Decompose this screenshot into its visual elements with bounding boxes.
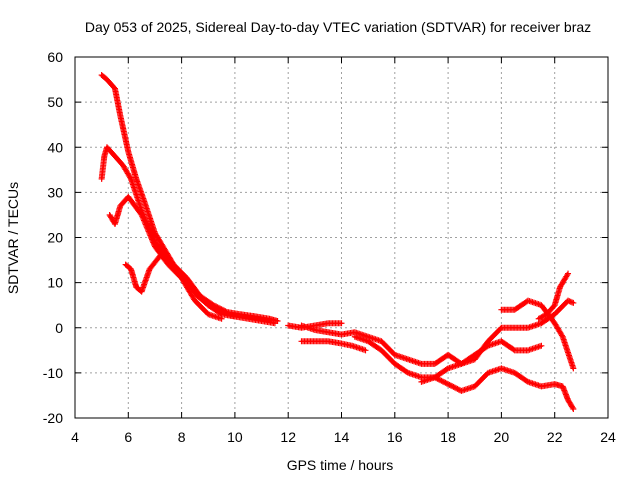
data-point [274,317,281,324]
data-point [565,270,572,277]
data-point-fill [510,346,517,353]
data-point-fill [523,378,530,385]
data-point-fill [213,303,220,310]
y-tick-label-40: 40 [47,139,63,155]
y-tick-label--20: -20 [43,410,63,426]
data-point-fill [449,383,456,390]
data-point-fill [569,404,576,411]
x-tick-label-8: 8 [178,429,186,445]
data-point-fill [439,378,446,385]
data-point-fill [214,304,221,311]
series-arc-h [351,333,545,381]
data-point-fill [453,385,460,392]
series-arc-g [298,297,577,367]
x-axis-label: GPS time / hours [287,457,394,473]
grid-lines [75,57,608,418]
data-point-fill [450,383,457,390]
data-point-fill [211,302,218,309]
data-point-fill [443,380,450,387]
y-tick-label-50: 50 [47,94,63,110]
y-tick-label-20: 20 [47,230,63,246]
data-point-fill [403,369,410,376]
data-point [445,381,452,388]
y-tick-label-30: 30 [47,184,63,200]
data-point-fill [447,382,454,389]
data-point-fill [443,366,450,373]
data-point [570,405,577,412]
data-point-fill [437,377,444,384]
y-axis-label: SDTVAR / TECUs [5,182,21,294]
data-point-fill [217,305,224,312]
x-tick-label-24: 24 [600,429,616,445]
data-point-fill [435,376,442,383]
data-point [362,347,369,354]
series-arc-b [98,144,238,320]
data-point-fill [215,304,222,311]
y-tick-label--10: -10 [43,365,63,381]
series-arc-j [498,297,577,372]
x-tick-label-20: 20 [494,429,510,445]
data-point-fill [218,306,225,313]
x-tick-label-12: 12 [280,429,296,445]
data-point-fill [442,379,449,386]
data-point-fill [438,377,445,384]
y-tick-label-0: 0 [55,320,63,336]
y-tick-label-10: 10 [47,275,63,291]
y-tick-label-60: 60 [47,49,63,65]
data-point-fill [483,343,490,350]
data-point-fill [222,308,229,315]
data-point [570,365,577,372]
data-point [431,374,438,381]
data-point-fill [455,386,462,393]
x-tick-label-10: 10 [227,429,243,445]
data-point [210,302,217,309]
x-tick-label-18: 18 [440,429,456,445]
data-point-fill [110,84,117,91]
series-arc-f [298,338,369,354]
data-point-fill [446,381,453,388]
data-point-fill [441,379,448,386]
data-point [570,299,577,306]
data-point-fill [433,375,440,382]
plot-frame [74,56,609,419]
x-tick-label-6: 6 [124,429,132,445]
data-point-fill [558,332,565,339]
data-point [338,320,345,327]
x-tick-label-16: 16 [387,429,403,445]
series-arc-i [418,365,577,412]
data-point-fill [451,384,458,391]
data-point [538,342,545,349]
data-point-fill [219,306,226,313]
x-tick-label-22: 22 [547,429,563,445]
data-point [218,315,225,322]
series-arc-k [535,270,572,322]
x-tick-label-4: 4 [71,429,79,445]
data-point-fill [454,385,461,392]
y-tick-labels: -20 -10 0 10 20 30 40 50 60 [43,49,63,426]
x-tick-label-14: 14 [334,429,350,445]
data-point-fill [127,174,134,181]
x-tick-labels: 4 6 8 10 12 14 16 18 20 22 24 [71,429,616,445]
series-arc-d [122,252,281,324]
data-point-fill [221,307,228,314]
data-point-fill [434,375,441,382]
data-points [98,72,577,412]
chart-title: Day 053 of 2025, Sidereal Day-to-day VTE… [85,19,591,35]
